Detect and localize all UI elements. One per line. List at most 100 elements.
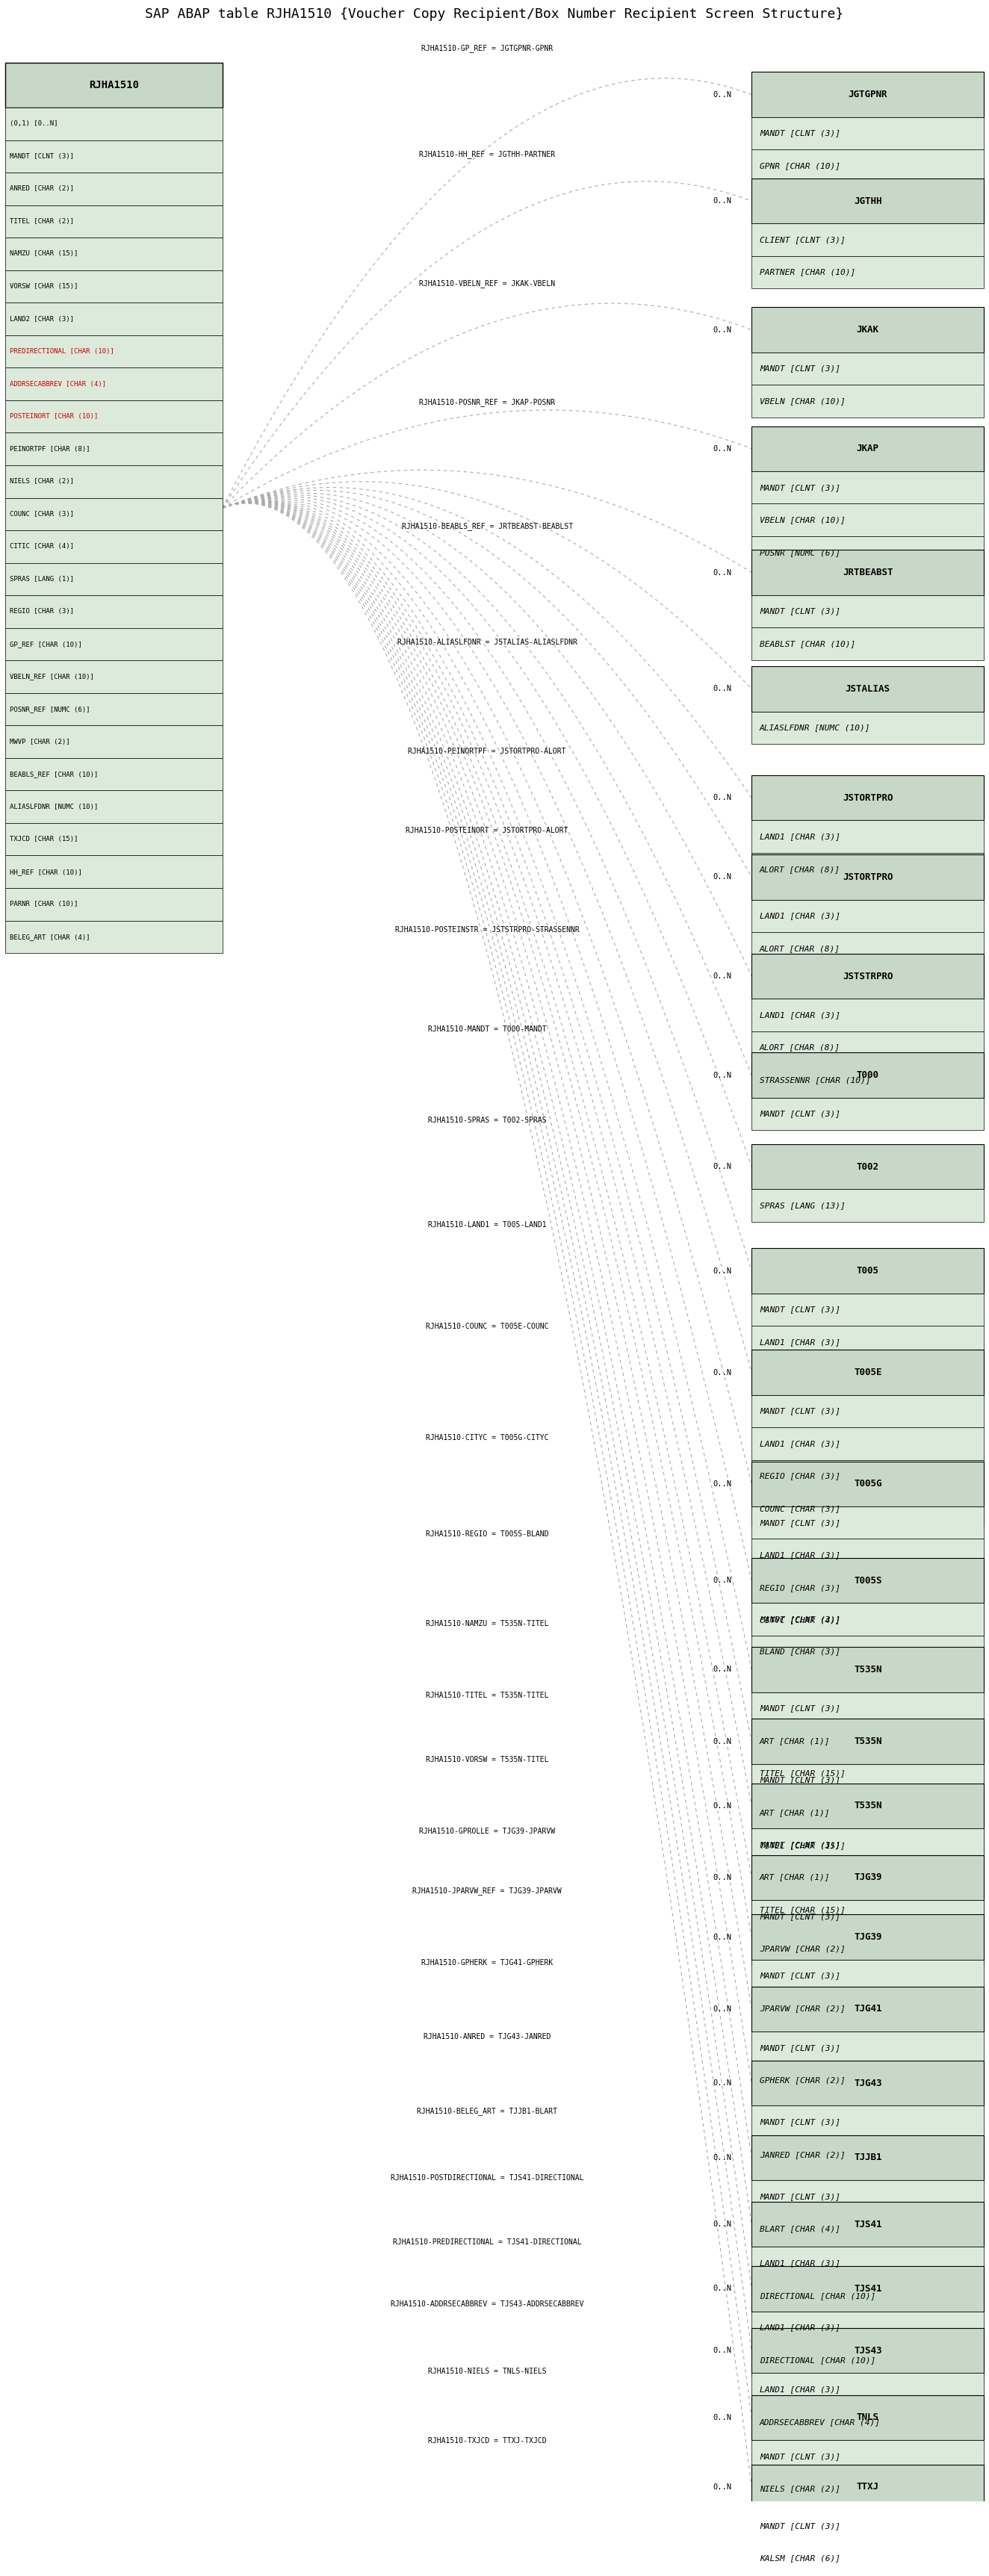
Text: REGIO [CHAR (3)]: REGIO [CHAR (3)] bbox=[10, 608, 74, 616]
Text: RJHA1510-ANRED = TJG43-JANRED: RJHA1510-ANRED = TJG43-JANRED bbox=[423, 2032, 551, 2040]
FancyBboxPatch shape bbox=[752, 551, 984, 595]
FancyBboxPatch shape bbox=[752, 2213, 984, 2246]
FancyBboxPatch shape bbox=[752, 2105, 984, 2138]
Text: MANDT [CLNT (3)]: MANDT [CLNT (3)] bbox=[760, 1842, 841, 1850]
Text: RJHA1510-CITYC = T005G-CITYC: RJHA1510-CITYC = T005G-CITYC bbox=[425, 1435, 549, 1443]
FancyBboxPatch shape bbox=[752, 1726, 984, 1757]
FancyBboxPatch shape bbox=[752, 1461, 984, 1507]
Text: LAND1 [CHAR (3)]: LAND1 [CHAR (3)] bbox=[760, 1440, 841, 1448]
FancyBboxPatch shape bbox=[752, 2372, 984, 2406]
Text: ADDRSECABBREV [CHAR (4)]: ADDRSECABBREV [CHAR (4)] bbox=[760, 2419, 880, 2427]
FancyBboxPatch shape bbox=[752, 1507, 984, 1538]
Text: POSNR [NUMC (6)]: POSNR [NUMC (6)] bbox=[760, 549, 841, 556]
Text: CITIC [CHAR (4)]: CITIC [CHAR (4)] bbox=[10, 544, 74, 549]
Text: T535N: T535N bbox=[854, 1736, 882, 1747]
Text: PEINORTPF [CHAR (8)]: PEINORTPF [CHAR (8)] bbox=[10, 446, 90, 453]
Text: RJHA1510-ADDRSECABBREV = TJS43-ADDRSECABBREV: RJHA1510-ADDRSECABBREV = TJS43-ADDRSECAB… bbox=[391, 2300, 584, 2308]
Text: 0..N: 0..N bbox=[713, 2483, 732, 2491]
Text: 0..N: 0..N bbox=[713, 1739, 732, 1744]
Text: 0..N: 0..N bbox=[713, 1803, 732, 1808]
Text: GPHERK [CHAR (2)]: GPHERK [CHAR (2)] bbox=[760, 2076, 846, 2084]
FancyBboxPatch shape bbox=[5, 304, 223, 335]
Text: MANDT [CLNT (3)]: MANDT [CLNT (3)] bbox=[760, 1705, 841, 1713]
FancyBboxPatch shape bbox=[752, 1932, 984, 1965]
FancyBboxPatch shape bbox=[752, 1901, 984, 1932]
Text: MANDT [CLNT (3)]: MANDT [CLNT (3)] bbox=[10, 152, 74, 160]
Text: 0..N: 0..N bbox=[713, 793, 732, 801]
Text: RJHA1510-VBELN_REF = JKAK-VBELN: RJHA1510-VBELN_REF = JKAK-VBELN bbox=[419, 278, 555, 289]
FancyBboxPatch shape bbox=[5, 564, 223, 595]
FancyBboxPatch shape bbox=[752, 1636, 984, 1669]
Text: T535N: T535N bbox=[854, 1801, 882, 1811]
FancyBboxPatch shape bbox=[752, 1783, 984, 1829]
Text: BEABLS_REF [CHAR (10)]: BEABLS_REF [CHAR (10)] bbox=[10, 770, 98, 778]
Text: VORSW [CHAR (15)]: VORSW [CHAR (15)] bbox=[10, 283, 78, 289]
FancyBboxPatch shape bbox=[752, 1893, 984, 1927]
FancyBboxPatch shape bbox=[752, 307, 984, 353]
Text: MANDT [CLNT (3)]: MANDT [CLNT (3)] bbox=[760, 2522, 841, 2530]
Text: LAND1 [CHAR (3)]: LAND1 [CHAR (3)] bbox=[760, 2385, 841, 2393]
FancyBboxPatch shape bbox=[752, 1427, 984, 1461]
Text: GP_REF [CHAR (10)]: GP_REF [CHAR (10)] bbox=[10, 641, 82, 647]
FancyBboxPatch shape bbox=[752, 224, 984, 255]
Text: LAND1 [CHAR (3)]: LAND1 [CHAR (3)] bbox=[760, 1340, 841, 1345]
Text: 0..N: 0..N bbox=[713, 1072, 732, 1079]
Text: ALORT [CHAR (8)]: ALORT [CHAR (8)] bbox=[760, 1043, 841, 1051]
Text: LAND1 [CHAR (3)]: LAND1 [CHAR (3)] bbox=[760, 912, 841, 920]
FancyBboxPatch shape bbox=[5, 368, 223, 399]
FancyBboxPatch shape bbox=[752, 505, 984, 536]
FancyBboxPatch shape bbox=[5, 497, 223, 531]
Text: TTXJ: TTXJ bbox=[856, 2483, 879, 2491]
Text: JANRED [CHAR (2)]: JANRED [CHAR (2)] bbox=[760, 2151, 846, 2159]
Text: MANDT [CLNT (3)]: MANDT [CLNT (3)] bbox=[760, 1110, 841, 1118]
FancyBboxPatch shape bbox=[752, 1765, 984, 1795]
Text: POSNR_REF [NUMC (6)]: POSNR_REF [NUMC (6)] bbox=[10, 706, 90, 714]
Text: ALORT [CHAR (8)]: ALORT [CHAR (8)] bbox=[760, 866, 841, 873]
Text: TITEL [CHAR (15)]: TITEL [CHAR (15)] bbox=[760, 1842, 846, 1850]
Text: 0..N: 0..N bbox=[713, 446, 732, 453]
Text: RJHA1510: RJHA1510 bbox=[89, 80, 138, 90]
Text: LAND1 [CHAR (3)]: LAND1 [CHAR (3)] bbox=[760, 2324, 841, 2331]
FancyBboxPatch shape bbox=[752, 72, 984, 116]
Text: COUNC [CHAR (3)]: COUNC [CHAR (3)] bbox=[10, 510, 74, 518]
FancyBboxPatch shape bbox=[752, 425, 984, 471]
Text: DIRECTIONAL [CHAR (10)]: DIRECTIONAL [CHAR (10)] bbox=[760, 2357, 875, 2365]
FancyBboxPatch shape bbox=[5, 693, 223, 726]
FancyBboxPatch shape bbox=[752, 1327, 984, 1358]
FancyBboxPatch shape bbox=[752, 999, 984, 1030]
Text: 0..N: 0..N bbox=[713, 1267, 732, 1275]
FancyBboxPatch shape bbox=[752, 711, 984, 744]
FancyBboxPatch shape bbox=[752, 2202, 984, 2246]
Text: RJHA1510-BEABLS_REF = JRTBEABST-BEABLST: RJHA1510-BEABLS_REF = JRTBEABST-BEABLST bbox=[402, 523, 573, 531]
FancyBboxPatch shape bbox=[752, 595, 984, 629]
Text: TJS43: TJS43 bbox=[854, 2347, 882, 2354]
Text: BELEG_ART [CHAR (4)]: BELEG_ART [CHAR (4)] bbox=[10, 933, 90, 940]
Text: RJHA1510-GP_REF = JGTGPNR-GPNR: RJHA1510-GP_REF = JGTGPNR-GPNR bbox=[421, 44, 553, 52]
Text: 0..N: 0..N bbox=[713, 1935, 732, 1940]
FancyBboxPatch shape bbox=[752, 899, 984, 933]
Text: RJHA1510-LAND1 = T005-LAND1: RJHA1510-LAND1 = T005-LAND1 bbox=[428, 1221, 546, 1229]
Text: PREDIRECTIONAL [CHAR (10)]: PREDIRECTIONAL [CHAR (10)] bbox=[10, 348, 115, 355]
Text: MANDT [CLNT (3)]: MANDT [CLNT (3)] bbox=[760, 1615, 841, 1623]
Text: TJG39: TJG39 bbox=[854, 1873, 882, 1883]
FancyBboxPatch shape bbox=[752, 1249, 984, 1293]
FancyBboxPatch shape bbox=[5, 791, 223, 822]
Text: (0,1) [0..N]: (0,1) [0..N] bbox=[10, 121, 58, 126]
Text: RJHA1510-PREDIRECTIONAL = TJS41-DIRECTIONAL: RJHA1510-PREDIRECTIONAL = TJS41-DIRECTIO… bbox=[393, 2239, 582, 2246]
Text: RJHA1510-GPROLLE = TJG39-JPARVW: RJHA1510-GPROLLE = TJG39-JPARVW bbox=[419, 1826, 555, 1834]
Text: RJHA1510-PEINORTPF = JSTORTPRO-ALORT: RJHA1510-PEINORTPF = JSTORTPRO-ALORT bbox=[408, 747, 566, 755]
Text: MANDT [CLNT (3)]: MANDT [CLNT (3)] bbox=[760, 1973, 841, 1978]
Text: 0..N: 0..N bbox=[713, 2414, 732, 2421]
FancyBboxPatch shape bbox=[752, 1718, 984, 1765]
Text: ART [CHAR (1)]: ART [CHAR (1)] bbox=[760, 1873, 830, 1880]
Text: JSTORTPRO: JSTORTPRO bbox=[843, 793, 893, 804]
FancyBboxPatch shape bbox=[752, 853, 984, 886]
Text: T005G: T005G bbox=[854, 1479, 882, 1489]
Text: 0..N: 0..N bbox=[713, 1577, 732, 1584]
FancyBboxPatch shape bbox=[752, 178, 984, 224]
Text: RJHA1510-JPARVW_REF = TJG39-JPARVW: RJHA1510-JPARVW_REF = TJG39-JPARVW bbox=[412, 1886, 562, 1893]
Text: TXJCD [CHAR (15)]: TXJCD [CHAR (15)] bbox=[10, 837, 78, 842]
Text: REGIO [CHAR (3)]: REGIO [CHAR (3)] bbox=[760, 1473, 841, 1481]
FancyBboxPatch shape bbox=[752, 2032, 984, 2063]
FancyBboxPatch shape bbox=[752, 116, 984, 149]
